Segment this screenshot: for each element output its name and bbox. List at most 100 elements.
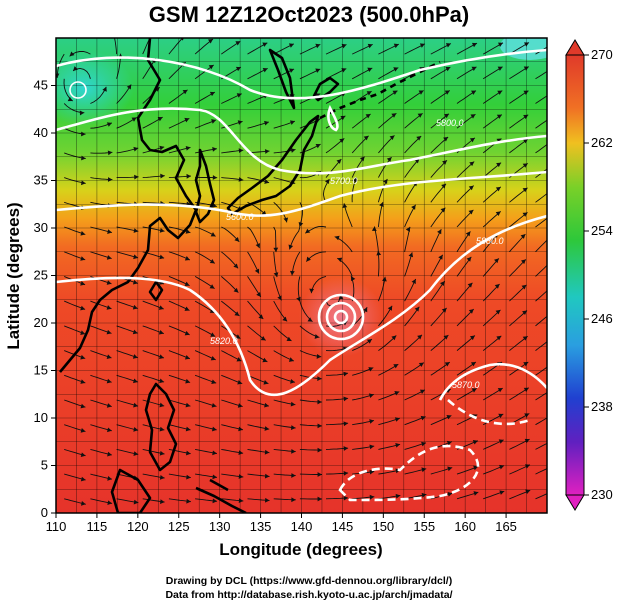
streamline-arrow (470, 362, 476, 367)
streamline-arrow (468, 309, 474, 314)
streamline-arrow (472, 440, 478, 445)
streamline-arrow (471, 66, 477, 72)
streamline-arrow (444, 90, 450, 95)
streamline-arrow (79, 110, 85, 116)
streamline (535, 366, 547, 376)
streamline-arrow (149, 32, 153, 37)
streamline-arrow (394, 391, 400, 396)
y-axis-label: Latitude (degrees) (4, 202, 23, 349)
streamline-arrow (548, 285, 553, 290)
streamline-arrow (160, 173, 165, 179)
y-tick-label: 20 (34, 315, 48, 330)
streamline-arrow (273, 272, 279, 278)
streamline-arrow (159, 354, 164, 359)
kuril-islands (319, 60, 441, 120)
streamline-arrow (211, 426, 217, 432)
streamline-arrow (264, 402, 269, 408)
streamline-arrow (288, 357, 294, 362)
streamline-arrow (159, 378, 165, 384)
y-tick-label: 0 (41, 505, 48, 520)
streamline-arrow (421, 441, 426, 447)
streamline-arrow (131, 117, 137, 122)
x-axis-label: Longitude (degrees) (219, 540, 382, 559)
streamline-arrow (264, 473, 270, 479)
streamline-arrow (549, 164, 554, 168)
streamline-arrow (236, 93, 242, 98)
streamline-arrow (132, 279, 138, 285)
taiwan (148, 280, 164, 302)
streamline-arrow (549, 213, 554, 217)
streamline-arrow (497, 388, 503, 393)
streamline-arrow (298, 221, 304, 227)
streamline-arrow (133, 146, 139, 152)
streamline-arrow (254, 268, 260, 274)
streamline (535, 493, 547, 500)
streamline-arrow (265, 497, 270, 503)
streamline-arrow (418, 362, 424, 368)
streamline-arrow (391, 335, 397, 341)
streamline (114, 38, 118, 55)
streamline-arrow (80, 428, 86, 433)
streamline-arrow (305, 228, 311, 234)
streamline-arrow (264, 149, 270, 154)
streamline-arrow (256, 291, 261, 297)
streamline-arrow (290, 425, 296, 430)
new-guinea-coast (195, 478, 247, 513)
streamline-arrow (499, 464, 505, 470)
contour-label-5820: 5820.0 (210, 336, 238, 346)
colorbar-top-arrow (565, 39, 585, 56)
streamline-arrow (447, 491, 453, 497)
streamline-arrow (315, 144, 321, 149)
streamline (535, 95, 547, 104)
streamline-arrow (317, 376, 322, 382)
streamline-arrow (497, 42, 503, 47)
streamline-arrow (471, 42, 477, 48)
streamline-arrow (106, 122, 112, 127)
streamline-arrow (290, 401, 296, 407)
streamline-arrow (317, 423, 322, 429)
streamline-arrow (184, 354, 190, 360)
streamline-arrow (548, 311, 553, 316)
plot-area: 5600.0 5700.0 5800.0 5880.0 5820.0 5870.… (56, 29, 555, 513)
streamline-arrow (337, 257, 343, 263)
y-tick-label: 40 (34, 125, 48, 140)
streamline-arrow (235, 334, 241, 339)
streamline-arrow (133, 499, 139, 505)
streamline-arrow (550, 413, 555, 417)
low-contour (69, 81, 87, 99)
x-tick-label: 110 (46, 519, 67, 534)
streamline-arrow (369, 419, 375, 424)
streamline-arrow (133, 451, 139, 456)
streamline (535, 341, 547, 351)
streamline-arrow (444, 362, 450, 367)
streamline-arrow (106, 280, 112, 285)
streamline-arrow (133, 402, 138, 408)
height-contours (56, 48, 547, 502)
x-tick-label: 160 (454, 519, 476, 534)
streamline-arrow (365, 113, 371, 119)
streamline-arrow (315, 43, 321, 49)
colorbar-ticks: 270 262 254 246 238 230 (584, 47, 613, 502)
streamline (535, 70, 547, 80)
streamline-arrow (470, 114, 476, 119)
streamline-arrow (158, 305, 164, 310)
streamline-arrow (306, 256, 311, 262)
contour-5880 (56, 214, 547, 397)
y-tick-label: 25 (34, 268, 48, 283)
streamline-arrow (440, 207, 446, 213)
streamline-arrow (56, 73, 60, 79)
streamline-arrow (159, 254, 165, 260)
streamline-arrow (207, 39, 213, 44)
streamline-arrow (369, 469, 375, 475)
streamline-arrow (80, 180, 86, 186)
streamline-arrow (264, 426, 270, 431)
streamline-arrow (112, 29, 117, 34)
cold-pool-ne (500, 38, 547, 60)
contour-5700 (56, 107, 547, 175)
typhoon-contour-3 (333, 309, 349, 325)
streamline-arrow (309, 288, 315, 294)
streamline-arrow (107, 451, 112, 457)
streamline-arrow (417, 334, 423, 340)
streamline-arrow (186, 173, 191, 179)
streamline-arrow (80, 379, 86, 384)
